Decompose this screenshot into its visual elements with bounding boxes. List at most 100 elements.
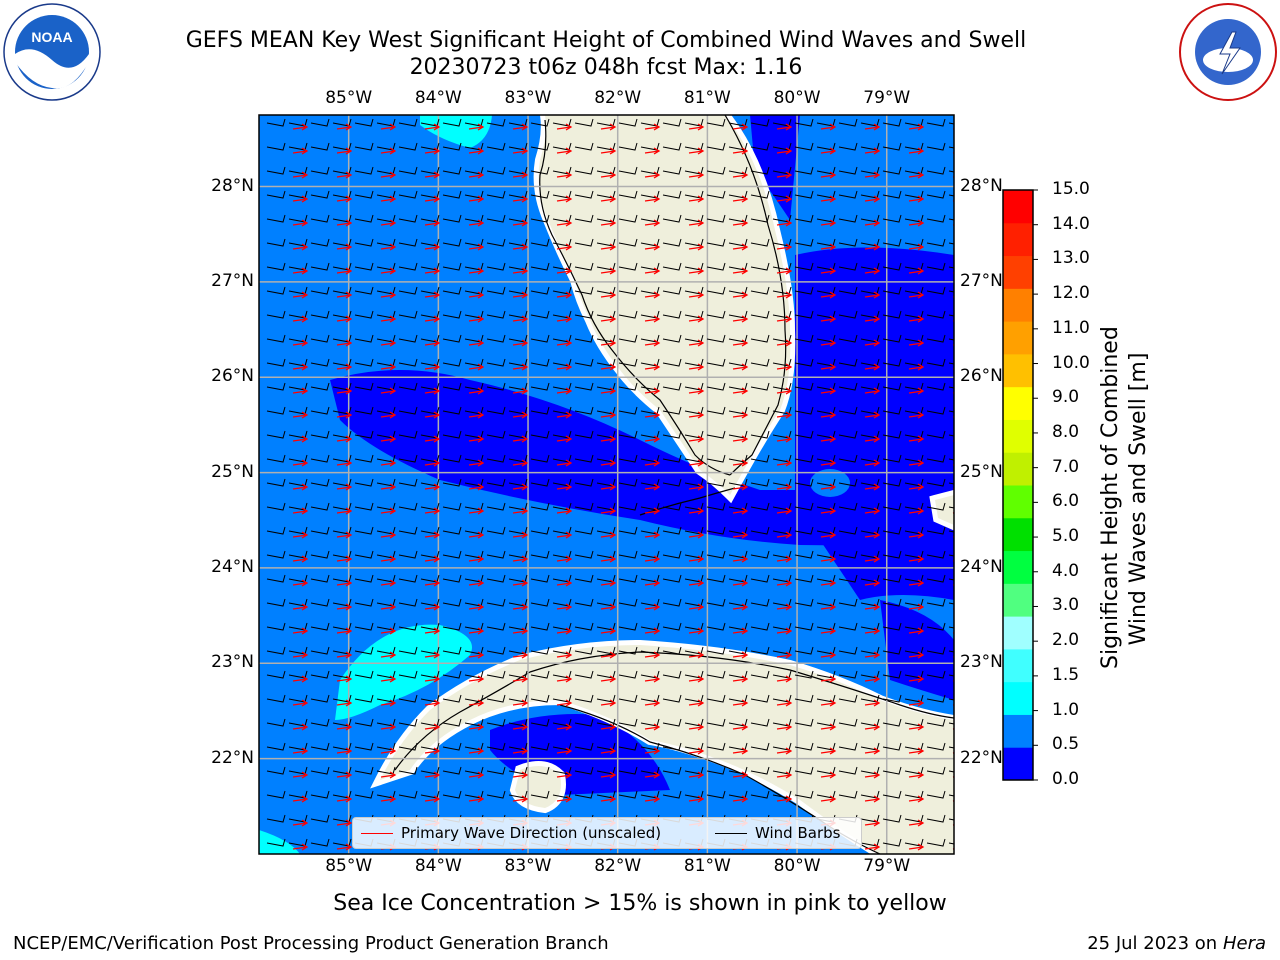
machine-name: Hera	[1222, 933, 1266, 954]
wind-barb	[706, 262, 726, 271]
wave-direction-arrow	[952, 824, 954, 826]
wave-direction-arrow	[468, 531, 485, 539]
wave-direction-arrow	[600, 795, 617, 803]
colorbar-bin-4	[1003, 616, 1033, 650]
wind-barb	[838, 358, 858, 367]
wind-barb	[794, 430, 814, 439]
wave-direction-arrow	[864, 387, 881, 395]
wave-direction-arrow	[952, 584, 954, 586]
high-wave-region-southwest	[259, 830, 300, 854]
wave-direction-arrow	[336, 123, 353, 131]
wind-barb	[926, 742, 946, 751]
wave-direction-arrow	[468, 219, 485, 227]
wave-direction-arrow	[732, 219, 749, 227]
wave-direction-arrow	[908, 243, 925, 251]
wave-direction-arrow	[688, 411, 705, 419]
wind-barb	[706, 550, 726, 559]
wind-barb	[926, 622, 946, 631]
wind-barb	[310, 766, 330, 775]
wind-barb	[794, 214, 814, 223]
wave-direction-arrow	[864, 315, 881, 323]
wind-barb	[398, 430, 418, 439]
wave-direction-arrow	[424, 291, 441, 299]
wave-direction-arrow	[468, 579, 485, 587]
wave-direction-arrow	[820, 747, 837, 755]
wave-direction-arrow	[644, 675, 661, 683]
wind-barb	[662, 598, 682, 607]
wave-direction-arrow	[556, 147, 573, 155]
wind-barb	[706, 190, 726, 199]
wind-barb	[530, 190, 550, 199]
wave-direction-arrow	[336, 243, 353, 251]
wind-barb	[750, 694, 770, 703]
wind-barb	[838, 286, 858, 295]
wave-direction-arrow	[336, 675, 353, 683]
wave-direction-arrow	[336, 507, 353, 515]
wave-direction-arrow	[292, 195, 309, 203]
wind-barb	[266, 334, 286, 343]
wind-barb	[794, 694, 814, 703]
wind-barb	[574, 694, 594, 703]
wave-direction-arrow	[512, 627, 529, 635]
wind-barb	[354, 742, 374, 751]
generation-date: 25 Jul 2023 on Hera	[1087, 933, 1266, 954]
wave-direction-arrow	[336, 531, 353, 539]
wind-barb	[442, 166, 462, 175]
wind-barb	[618, 238, 638, 247]
wave-direction-arrow	[336, 651, 353, 659]
wave-direction-arrow	[512, 435, 529, 443]
wave-direction-arrow	[556, 579, 573, 587]
wave-direction-arrow	[908, 627, 925, 635]
wave-direction-arrow	[556, 387, 573, 395]
wind-barb	[662, 526, 682, 535]
noaa-logo-text: NOAA	[31, 29, 72, 45]
wind-barb	[442, 406, 462, 415]
wind-barb	[574, 382, 594, 391]
wind-barb	[354, 478, 374, 487]
wind-barb	[706, 574, 726, 583]
wind-barb	[574, 790, 594, 799]
wave-direction-arrow	[380, 483, 397, 491]
wave-direction-arrow	[512, 483, 529, 491]
wind-barb	[838, 598, 858, 607]
wave-direction-arrow	[864, 171, 881, 179]
wind-barb	[926, 766, 946, 775]
wave-direction-arrow	[380, 195, 397, 203]
wind-barb	[442, 694, 462, 703]
wind-barb	[398, 526, 418, 535]
wind-barb	[310, 238, 330, 247]
wind-barb	[266, 670, 286, 679]
wind-barb	[398, 190, 418, 199]
wind-barb	[530, 718, 550, 727]
wind-barb	[794, 142, 814, 151]
wave-direction-arrow	[556, 771, 573, 779]
chart-subtitle: 20230723 t06z 048h fcst Max: 1.16	[409, 55, 803, 80]
wind-barb	[662, 262, 682, 271]
wind-barb	[838, 670, 858, 679]
wind-barb	[794, 526, 814, 535]
wind-barb	[750, 286, 770, 295]
low-wave-region-northeast	[750, 115, 800, 220]
wave-direction-arrow	[600, 291, 617, 299]
wind-barb	[574, 166, 594, 175]
wind-barb	[486, 502, 506, 511]
wind-barb	[442, 742, 462, 751]
colorbar-tick-10: 5.0	[1052, 526, 1080, 547]
wave-direction-arrow	[468, 771, 485, 779]
wind-barb	[574, 574, 594, 583]
wind-barb	[618, 550, 638, 559]
wind-barb	[310, 790, 330, 799]
wind-barb	[266, 118, 286, 127]
wave-direction-arrow	[908, 123, 925, 131]
wave-direction-arrow	[468, 723, 485, 731]
wave-direction-arrow	[732, 339, 749, 347]
wave-direction-arrow	[776, 771, 793, 779]
wind-barb	[530, 334, 550, 343]
wave-direction-arrow	[776, 627, 793, 635]
wind-barb	[794, 622, 814, 631]
wave-direction-arrow	[952, 704, 954, 706]
wind-barb	[838, 766, 858, 775]
wind-barb	[442, 214, 462, 223]
wave-direction-arrow	[556, 123, 573, 131]
legend-label-wind-barbs: Wind Barbs	[755, 824, 841, 842]
